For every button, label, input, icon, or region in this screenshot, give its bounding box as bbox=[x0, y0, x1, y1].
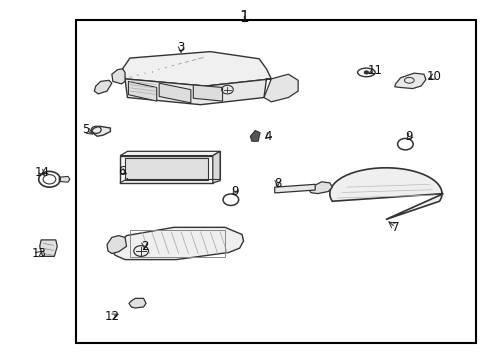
Text: 13: 13 bbox=[31, 247, 46, 260]
Text: 1: 1 bbox=[239, 10, 249, 24]
Text: 9: 9 bbox=[230, 185, 238, 198]
Text: 3: 3 bbox=[177, 41, 184, 54]
Polygon shape bbox=[91, 126, 110, 136]
Polygon shape bbox=[329, 168, 443, 220]
Polygon shape bbox=[107, 235, 126, 253]
Text: 12: 12 bbox=[104, 310, 119, 324]
Text: 8: 8 bbox=[273, 177, 281, 190]
Text: 7: 7 bbox=[391, 221, 399, 234]
Polygon shape bbox=[125, 158, 207, 180]
Polygon shape bbox=[112, 69, 125, 84]
Text: 4: 4 bbox=[264, 130, 271, 143]
Text: 5: 5 bbox=[82, 123, 89, 136]
Polygon shape bbox=[159, 83, 190, 103]
Polygon shape bbox=[394, 73, 425, 89]
Text: 14: 14 bbox=[35, 166, 50, 179]
Text: 11: 11 bbox=[367, 64, 382, 77]
Polygon shape bbox=[122, 51, 271, 86]
Polygon shape bbox=[94, 80, 112, 94]
Polygon shape bbox=[59, 176, 70, 182]
Polygon shape bbox=[212, 151, 220, 183]
Text: 9: 9 bbox=[405, 130, 412, 144]
Polygon shape bbox=[128, 81, 157, 101]
Polygon shape bbox=[129, 298, 146, 308]
Text: 10: 10 bbox=[426, 70, 440, 83]
Polygon shape bbox=[264, 74, 298, 102]
Text: 2: 2 bbox=[141, 240, 148, 253]
Polygon shape bbox=[274, 184, 315, 193]
Polygon shape bbox=[120, 151, 220, 156]
Circle shape bbox=[364, 71, 367, 74]
Bar bbox=[76, 21, 475, 343]
Polygon shape bbox=[250, 131, 260, 141]
Text: 6: 6 bbox=[118, 165, 125, 177]
Polygon shape bbox=[40, 240, 57, 256]
Polygon shape bbox=[308, 182, 331, 194]
Polygon shape bbox=[120, 156, 212, 183]
Polygon shape bbox=[125, 79, 271, 105]
Polygon shape bbox=[112, 227, 243, 260]
Polygon shape bbox=[193, 85, 222, 101]
